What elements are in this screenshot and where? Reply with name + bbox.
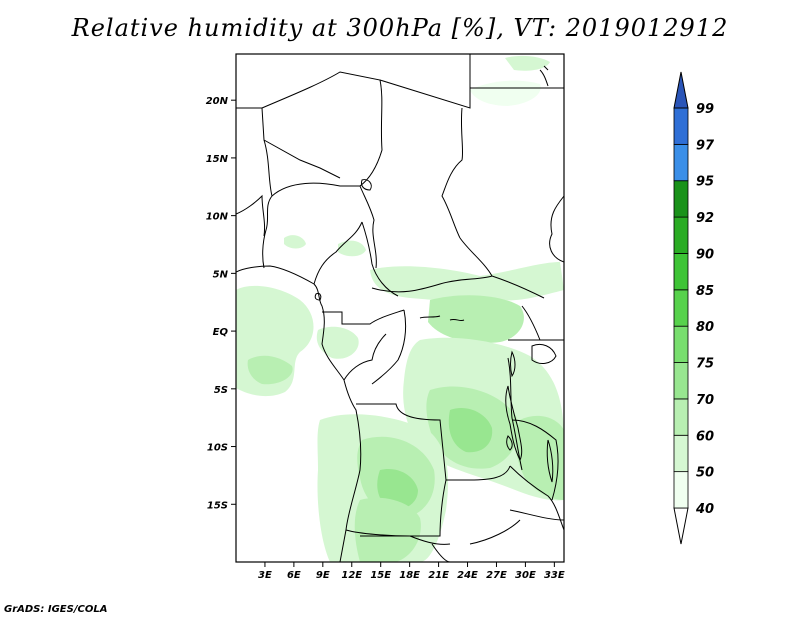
lon-tick-label: 30E [515,570,536,581]
humidity-patch-north-tip [505,55,550,71]
colorbar-label: 97 [696,138,715,153]
colorbar-bin [673,216,689,254]
border-drc-angola [356,403,511,481]
lon-tick-label: 18E [399,570,420,581]
lake-tanganyika [505,385,523,462]
lon-tick-label: 12E [341,570,362,581]
lon-tick-label: 27E [486,570,507,581]
colorbar-label: 90 [696,247,714,262]
lat-tick-label: EQ [213,327,229,338]
chart-title: Relative humidity at 300hPa [%], VT: 201… [71,14,729,42]
colorbar-label: 70 [696,393,714,408]
humidity-patch-central-north [370,262,564,303]
humidity-patch-drc-north [428,295,524,344]
lon-tick-label: 6E [287,570,301,581]
latitude-axis: 20N 15N 10N 5N EQ 5S 10S 15S [206,96,236,511]
colorbar-label: 60 [696,429,714,444]
lat-tick-label: 10N [206,212,229,223]
colorbar-label: 80 [696,320,714,335]
humidity-patch-west-north [258,295,294,318]
colorbar-bin [673,253,689,291]
colorbar-label: 85 [696,284,714,299]
lon-tick-label: 9E [316,570,330,581]
humidity-patch-nigeria [284,235,306,249]
humidity-patch-gulf [316,326,359,359]
border-niger-chad [359,185,377,269]
colorbar-upper-arrow [673,71,689,109]
colorbar-bin [673,143,689,182]
lat-tick-label: 15N [206,154,229,165]
border-tanzania [511,419,559,501]
colorbar-label: 75 [696,357,714,372]
colorbar-bin [673,471,689,509]
lake-mweru [506,435,513,451]
border-cameroon-east [361,221,399,297]
colorbar-bin [673,180,689,218]
lake-victoria [531,343,557,364]
border-angola-namibia [345,529,451,545]
border-drc-east [507,357,523,471]
border-angola-zambia [360,479,447,537]
colorbar-bin [673,289,689,327]
colorbar-bin [673,107,689,145]
coast-red-sea [539,65,549,87]
lon-tick-label: 3E [258,570,272,581]
lon-tick-label: 33E [544,570,565,581]
country-borders [236,54,564,562]
lat-tick-label: 10S [207,443,228,454]
lat-tick-label: 5N [213,269,229,280]
humidity-patch-cameroon [338,240,366,257]
lat-tick-label: 15S [207,500,228,511]
lake-albert [510,350,516,378]
lake-malawi [546,439,554,483]
border-nigeria-north [271,182,360,197]
border-congo-west [343,333,387,381]
longitude-axis: 3E 6E 9E 12E 15E 18E 21E 24E 27E 30E 33E [258,562,565,581]
border-nigeria-east [262,139,273,269]
island-bioko [314,293,322,301]
border-car-south [371,275,493,293]
colorbar-label: 50 [696,466,714,481]
colorbar-label: 40 [695,502,714,517]
colorbar-bin [673,325,689,363]
lon-tick-label: 21E [428,570,449,581]
lat-tick-label: 20N [206,96,229,107]
border-ethiopia [549,195,564,263]
border-zimbabwe [509,509,564,521]
lake-tchad [361,179,372,191]
coastline-west-africa [236,265,362,562]
border-algeria-niger [261,71,383,187]
border-cameroon-west [313,221,363,285]
grads-credit: GrADS: IGES/COLA [4,604,108,615]
lon-tick-label: 15E [370,570,391,581]
lat-tick-label: 5S [214,385,228,396]
colorbar-label: 99 [696,102,714,117]
border-benin [236,194,266,237]
colorbar-bin [673,434,689,473]
colorbar-bin [673,398,689,436]
colorbar-label: 95 [696,175,714,190]
border-uganda [508,305,564,341]
map-frame [235,53,565,563]
humidity-patch-drc-core-dark [448,408,493,453]
border-sahara-north [236,107,341,179]
humidity-patch-west-coast-inner [247,355,293,385]
colorbar: 40 50 60 70 75 80 85 90 92 95 97 99 [673,71,715,545]
humidity-patch-north-sudan [470,80,541,106]
lon-tick-label: 24E [457,570,478,581]
humidity-patch-angola-south [354,497,421,562]
border-chad-sudan [441,107,464,239]
humidity-shading [236,55,564,562]
river-congo-2 [449,318,465,322]
border-libya-chad [379,54,471,109]
colorbar-lower-arrow [673,507,689,545]
border-gabon [322,309,405,325]
border-congo-drc [371,309,407,385]
colorbar-label: 92 [696,211,714,226]
river-congo-1 [419,315,441,319]
border-namibia-botswana [431,519,521,562]
colorbar-bin [673,362,689,400]
